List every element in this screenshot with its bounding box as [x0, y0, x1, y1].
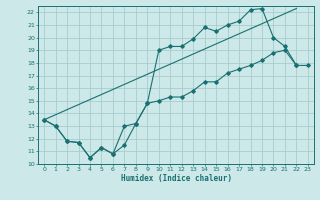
X-axis label: Humidex (Indice chaleur): Humidex (Indice chaleur): [121, 174, 231, 183]
